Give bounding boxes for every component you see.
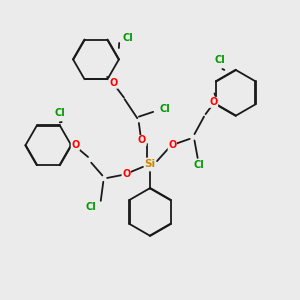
Text: Cl: Cl [194, 160, 205, 170]
Text: O: O [168, 140, 176, 150]
Text: Cl: Cl [214, 55, 225, 65]
Text: Cl: Cl [160, 104, 171, 114]
Text: O: O [209, 97, 218, 107]
Text: Cl: Cl [55, 107, 65, 118]
Text: O: O [71, 140, 80, 150]
Text: O: O [109, 78, 118, 88]
Text: Cl: Cl [122, 33, 133, 43]
Text: O: O [122, 169, 130, 179]
Text: O: O [138, 136, 146, 146]
Text: Cl: Cl [85, 202, 96, 212]
Text: Si: Si [144, 159, 156, 169]
